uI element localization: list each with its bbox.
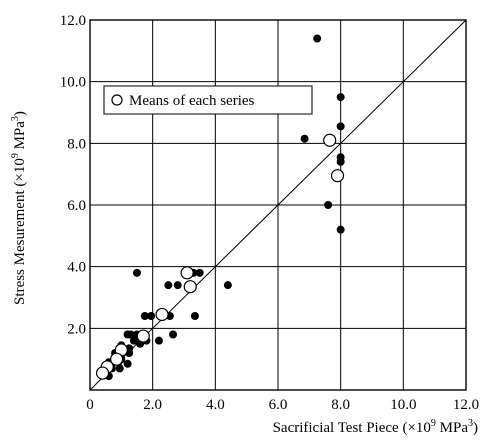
data-point-filled — [133, 268, 141, 277]
data-point-mean — [180, 266, 194, 280]
x-axis-title-exp2: 3 — [468, 418, 473, 429]
x-tick-labels: 0 2.0 4.0 6.0 8.0 10.0 12.0 — [86, 397, 479, 413]
data-point-mean — [183, 280, 197, 294]
y-axis-title: Stress Mesurement (×109 MPa3) — [10, 111, 28, 305]
x-tick-label: 6.0 — [269, 397, 288, 413]
data-point-mean — [330, 169, 345, 183]
plot-frame — [89, 19, 467, 391]
y-axis-title-end: ) — [12, 111, 28, 116]
data-point-filled — [300, 134, 309, 143]
data-point-filled — [313, 34, 322, 43]
data-point-mean — [95, 366, 110, 380]
y-axis-title-exp1: 9 — [10, 153, 21, 158]
legend-marker-open-circle — [111, 94, 123, 106]
x-axis-title-exp1: 9 — [431, 418, 436, 429]
data-point-filled — [336, 122, 345, 131]
x-axis-title-end: ) — [473, 420, 478, 436]
legend: Means of each series — [103, 85, 313, 115]
data-point-filled — [190, 312, 199, 320]
x-tick-label: 0 — [86, 397, 94, 413]
y-tick-label: 6.0 — [67, 198, 86, 214]
y-axis-title-mid: MPa — [12, 121, 28, 153]
data-point-filled — [126, 330, 135, 339]
data-point-filled — [164, 281, 173, 290]
data-point-filled — [123, 359, 132, 368]
data-point-filled — [324, 201, 333, 209]
data-point-filled — [336, 225, 345, 234]
reference-line-group — [89, 19, 467, 391]
x-axis-title-main: Sacrificial Test Piece (×10 — [273, 420, 431, 436]
y-tick-label: 10.0 — [60, 75, 86, 91]
legend-label: Means of each series — [129, 93, 255, 109]
data-point-filled — [223, 281, 232, 290]
x-tick-label: 8.0 — [331, 397, 350, 413]
data-point-mean — [155, 307, 169, 322]
means-series — [95, 133, 345, 380]
y-tick-label: 12.0 — [60, 13, 86, 29]
x-tick-label: 4.0 — [206, 397, 225, 413]
data-point-filled — [169, 330, 178, 339]
x-tick-label: 2.0 — [143, 397, 162, 413]
y-tick-label: 2.0 — [67, 321, 86, 337]
x-axis-title: Sacrificial Test Piece (×109 MPa3) — [273, 418, 478, 436]
data-point-filled — [129, 336, 138, 345]
data-point-filled — [140, 312, 149, 320]
data-point-filled — [147, 312, 156, 320]
data-point-filled — [336, 157, 345, 166]
x-tick-label: 10.0 — [390, 397, 416, 413]
data-point-filled — [115, 364, 124, 373]
data-point-filled — [154, 336, 163, 345]
data-point-mean — [323, 133, 337, 147]
x-axis-title-mid: MPa — [436, 420, 468, 436]
data-point-filled — [173, 281, 182, 290]
legend-box — [103, 85, 313, 115]
y-axis-title-exp2: 3 — [10, 116, 21, 121]
data-point-mean — [110, 352, 124, 366]
y-axis-title-main: Stress Mesurement (×10 — [12, 158, 28, 305]
data-point-filled — [336, 93, 345, 102]
data-point-filled — [195, 268, 204, 277]
data-point-mean — [136, 329, 150, 343]
y-tick-label: 8.0 — [67, 136, 86, 152]
y-tick-label: 4.0 — [67, 260, 86, 276]
y-tick-labels: 2.0 4.0 6.0 8.0 10.0 12.0 — [60, 13, 86, 337]
reference-line — [89, 19, 467, 391]
x-tick-label: 12.0 — [453, 397, 479, 413]
